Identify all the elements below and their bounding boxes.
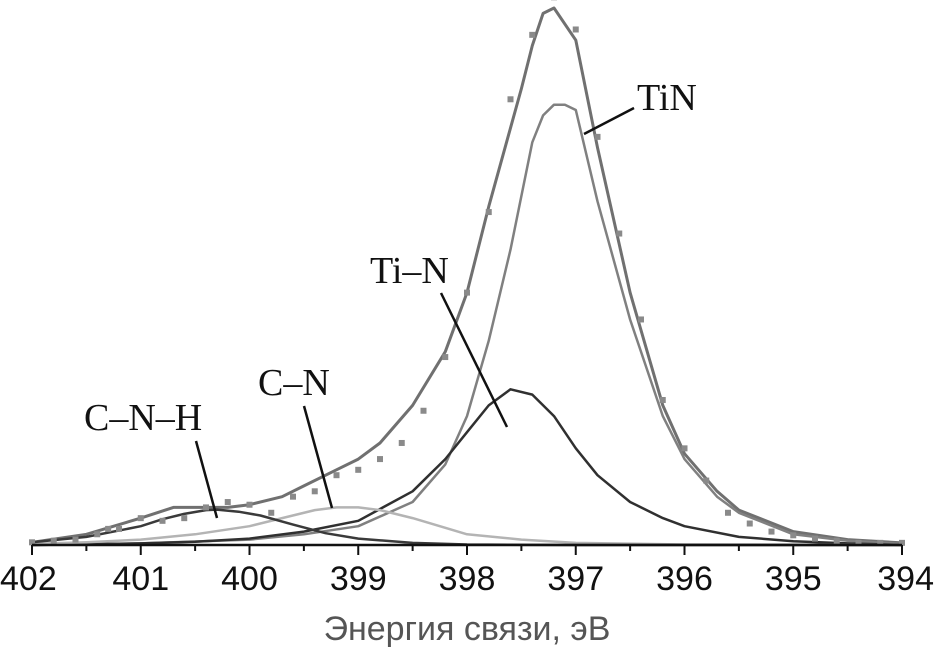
data-point	[50, 537, 57, 544]
annotation-c-n-h: C–N–H	[84, 397, 202, 439]
x-tick-label: 397	[547, 560, 604, 598]
data-point	[137, 515, 144, 522]
annotation-leader-ti-n	[439, 292, 509, 428]
data-point	[833, 537, 840, 544]
data-point	[29, 539, 35, 546]
x-tick-label: 400	[221, 560, 278, 598]
x-tick-label: 396	[656, 560, 713, 598]
series-line-1	[31, 103, 903, 547]
measured-points-layer	[29, 0, 905, 546]
annotation-leader-c-n	[302, 405, 334, 509]
data-point	[203, 504, 209, 511]
data-point	[681, 445, 688, 452]
annotation-leader-c-n-h	[194, 440, 219, 519]
annotation-ti-n: Ti–N	[370, 250, 449, 292]
annotation-layer: TiN Ti–N C–N C–N–H	[84, 77, 697, 519]
x-tick-label: 395	[765, 560, 822, 598]
series-line-4	[31, 508, 902, 547]
data-point	[529, 31, 536, 38]
data-point	[812, 535, 818, 542]
data-point	[420, 407, 427, 414]
data-point	[333, 472, 340, 479]
series-line-2	[31, 388, 903, 547]
data-point	[703, 477, 710, 484]
data-point	[790, 532, 797, 539]
data-point	[638, 316, 644, 323]
x-tick-label: 398	[439, 560, 496, 598]
x-tick-label: 401	[112, 560, 169, 598]
data-point	[659, 397, 666, 404]
data-point	[398, 439, 405, 446]
data-point	[246, 501, 253, 508]
data-point	[105, 525, 112, 532]
data-point	[768, 528, 775, 535]
series-layer	[31, 6, 903, 547]
data-point	[355, 466, 362, 473]
data-point	[311, 488, 318, 495]
data-point	[572, 26, 579, 33]
data-point	[290, 493, 296, 500]
data-point	[877, 539, 884, 546]
data-point	[746, 520, 753, 527]
data-point	[899, 539, 905, 546]
data-point	[594, 133, 601, 140]
data-point	[725, 509, 731, 516]
annotation-c-n: C–N	[258, 362, 330, 404]
x-tick-label: 399	[330, 560, 387, 598]
x-tick-label: 394	[877, 560, 934, 598]
data-point	[507, 96, 514, 103]
x-axis-ticks: 402 401 400 399 398 397 396 395 394	[0, 545, 934, 598]
data-point	[116, 525, 122, 532]
series-line-0	[31, 6, 903, 545]
data-point	[616, 230, 623, 237]
data-point	[159, 517, 166, 524]
data-point	[442, 354, 449, 361]
data-point	[181, 515, 188, 522]
annotation-leader-tin	[583, 106, 635, 136]
data-point	[855, 539, 862, 546]
x-axis-title: Энергия связи, эВ	[324, 610, 611, 648]
series-line-3	[31, 506, 903, 547]
data-point	[94, 531, 101, 538]
data-point	[268, 509, 275, 516]
x-tick-label: 402	[0, 560, 57, 598]
data-point	[72, 536, 79, 543]
data-point	[377, 456, 383, 463]
annotation-tin: TiN	[637, 77, 697, 119]
data-point	[485, 209, 492, 216]
data-point	[224, 499, 231, 506]
data-point	[464, 289, 470, 296]
